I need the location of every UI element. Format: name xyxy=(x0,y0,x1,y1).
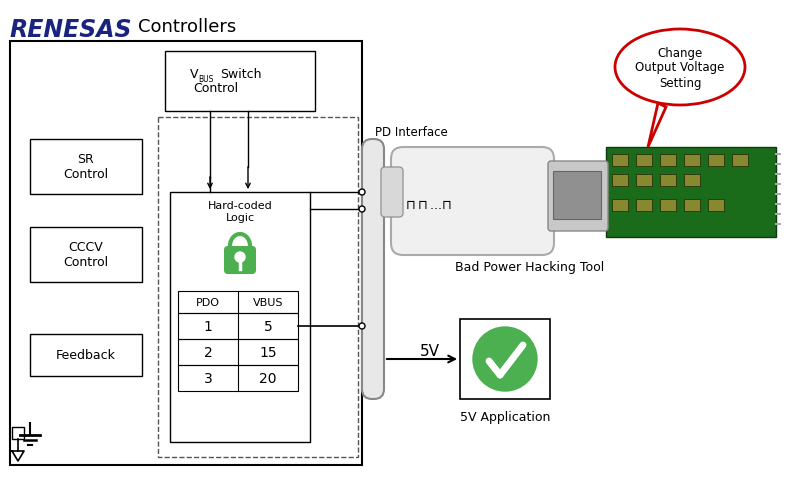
Bar xyxy=(170,192,310,442)
Text: Controllers: Controllers xyxy=(138,18,236,36)
Text: RENESAS: RENESAS xyxy=(10,18,132,42)
Bar xyxy=(30,228,142,282)
Text: Change
Output Voltage
Setting: Change Output Voltage Setting xyxy=(635,47,725,89)
Bar xyxy=(660,155,676,167)
Text: PDO: PDO xyxy=(196,298,220,307)
Bar xyxy=(636,175,652,187)
Text: V: V xyxy=(190,67,198,80)
FancyBboxPatch shape xyxy=(381,168,403,217)
Bar xyxy=(12,427,24,439)
Circle shape xyxy=(359,324,365,329)
FancyBboxPatch shape xyxy=(224,247,256,275)
Bar xyxy=(660,200,676,212)
Bar xyxy=(158,118,358,457)
Text: 1: 1 xyxy=(204,319,212,333)
Bar xyxy=(636,155,652,167)
Polygon shape xyxy=(648,104,666,148)
FancyBboxPatch shape xyxy=(391,148,554,255)
Text: Control: Control xyxy=(194,83,238,96)
Text: Hard-coded
Logic: Hard-coded Logic xyxy=(208,201,272,222)
Text: CCCV
Control: CCCV Control xyxy=(64,240,109,268)
Bar xyxy=(178,313,298,339)
Bar xyxy=(165,52,315,112)
Circle shape xyxy=(359,206,365,213)
Text: 5: 5 xyxy=(264,319,272,333)
Bar xyxy=(553,172,601,219)
Text: SR
Control: SR Control xyxy=(64,153,109,180)
Bar xyxy=(612,175,628,187)
Text: 2: 2 xyxy=(204,345,212,359)
Text: VBUS: VBUS xyxy=(253,298,283,307)
Bar xyxy=(178,365,298,391)
Text: BUS: BUS xyxy=(198,74,213,84)
Text: 3: 3 xyxy=(204,371,212,385)
Text: Switch: Switch xyxy=(220,67,261,80)
FancyBboxPatch shape xyxy=(548,162,608,231)
Ellipse shape xyxy=(615,30,745,106)
Text: 5V Application: 5V Application xyxy=(460,411,550,424)
Bar xyxy=(178,339,298,365)
Circle shape xyxy=(359,190,365,195)
FancyBboxPatch shape xyxy=(362,140,384,399)
Bar xyxy=(708,200,724,212)
Bar xyxy=(612,200,628,212)
Bar xyxy=(612,155,628,167)
Text: PD Interface: PD Interface xyxy=(375,126,448,139)
Text: 5V: 5V xyxy=(420,344,440,359)
Bar xyxy=(30,140,142,194)
Circle shape xyxy=(473,327,537,391)
Text: 20: 20 xyxy=(259,371,277,385)
Bar xyxy=(684,155,700,167)
Bar xyxy=(684,200,700,212)
Text: 15: 15 xyxy=(259,345,277,359)
Bar xyxy=(606,148,776,238)
Bar xyxy=(684,175,700,187)
Bar xyxy=(636,200,652,212)
Text: $\sqcap\sqcap$...$\sqcap$: $\sqcap\sqcap$...$\sqcap$ xyxy=(405,198,452,211)
Bar xyxy=(660,175,676,187)
Bar xyxy=(708,155,724,167)
Circle shape xyxy=(235,252,245,263)
Bar xyxy=(10,42,362,465)
Bar xyxy=(178,291,298,313)
Bar xyxy=(732,155,748,167)
Text: Feedback: Feedback xyxy=(56,349,116,362)
Bar xyxy=(460,319,550,399)
Bar xyxy=(30,334,142,376)
Text: Bad Power Hacking Tool: Bad Power Hacking Tool xyxy=(456,261,604,274)
